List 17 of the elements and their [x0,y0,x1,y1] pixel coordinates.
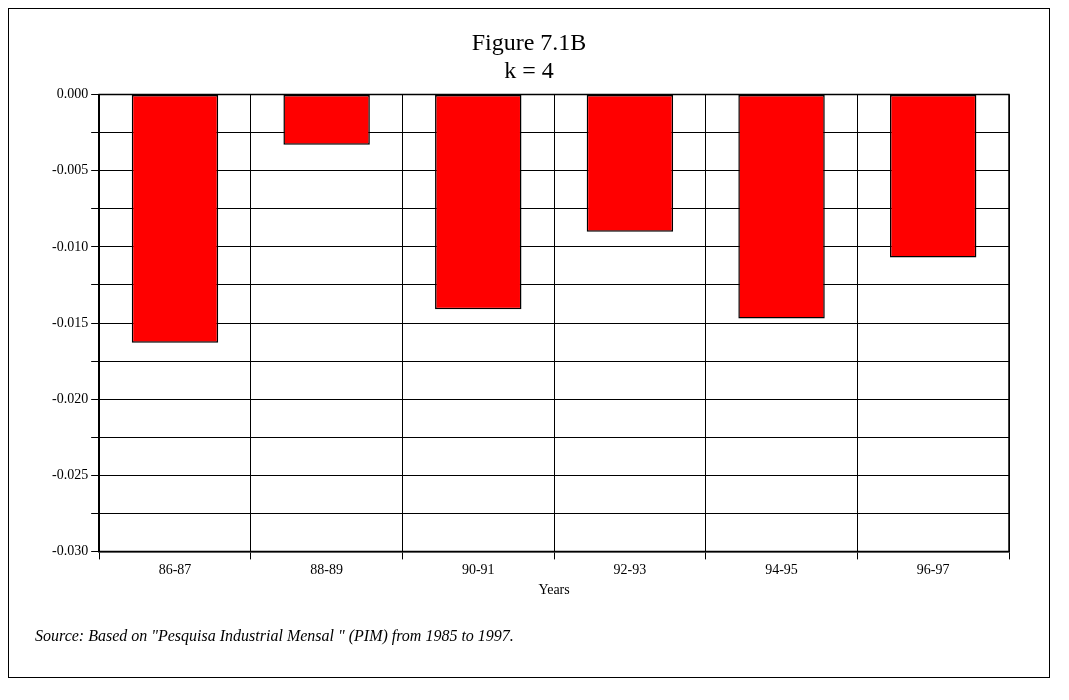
x-tick-label: 94-95 [765,562,798,578]
text: Figure 7.1B [471,28,587,55]
y-tick-label: 0.000 [56,86,89,102]
y-tick-label: -0.030 [51,543,89,559]
source-note: Source: Based on "Pesquisa Industrial Mensal " (PIM) from 1985 to 1997. [35,627,515,645]
y-tick-label: -0.025 [51,466,89,482]
y-tick-label: -0.005 [51,162,89,178]
y-tick-label: -0.015 [51,314,89,330]
x-tick-label: 90-91 [461,562,495,578]
text: k = 4 [504,57,554,84]
x-tick-label: 86-87 [158,562,192,578]
x-axis-title: Years [538,582,570,598]
x-tick-label: 92-93 [613,562,647,578]
y-tick-label: -0.020 [51,390,89,406]
x-tick-label: 88-89 [310,562,343,578]
x-tick-label: 96-97 [916,562,950,578]
y-tick-label: -0.010 [51,238,89,254]
